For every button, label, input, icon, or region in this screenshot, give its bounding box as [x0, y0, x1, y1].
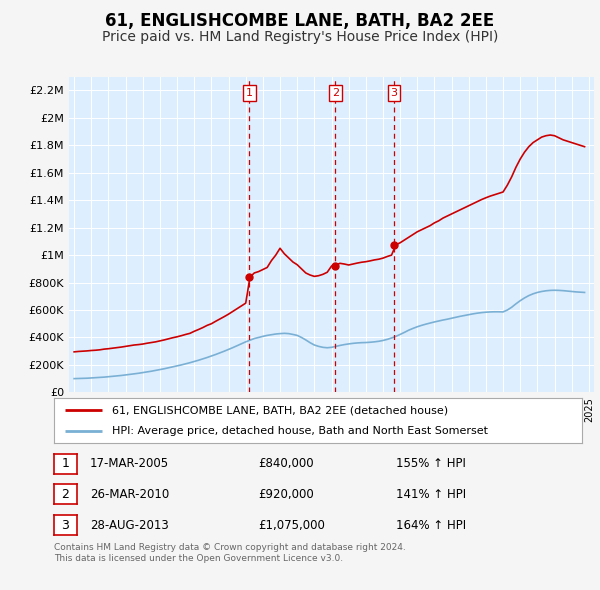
Text: 164% ↑ HPI: 164% ↑ HPI	[396, 519, 466, 532]
Text: £920,000: £920,000	[258, 488, 314, 501]
Text: 2: 2	[61, 488, 70, 501]
Text: 61, ENGLISHCOMBE LANE, BATH, BA2 2EE (detached house): 61, ENGLISHCOMBE LANE, BATH, BA2 2EE (de…	[112, 405, 448, 415]
Text: 17-MAR-2005: 17-MAR-2005	[90, 457, 169, 470]
Text: 1: 1	[246, 88, 253, 98]
Text: £1,075,000: £1,075,000	[258, 519, 325, 532]
Text: £840,000: £840,000	[258, 457, 314, 470]
Text: 61, ENGLISHCOMBE LANE, BATH, BA2 2EE: 61, ENGLISHCOMBE LANE, BATH, BA2 2EE	[106, 12, 494, 30]
Text: 26-MAR-2010: 26-MAR-2010	[90, 488, 169, 501]
Text: Contains HM Land Registry data © Crown copyright and database right 2024.
This d: Contains HM Land Registry data © Crown c…	[54, 543, 406, 563]
Text: HPI: Average price, detached house, Bath and North East Somerset: HPI: Average price, detached house, Bath…	[112, 425, 488, 435]
Text: 28-AUG-2013: 28-AUG-2013	[90, 519, 169, 532]
Text: 141% ↑ HPI: 141% ↑ HPI	[396, 488, 466, 501]
Text: 155% ↑ HPI: 155% ↑ HPI	[396, 457, 466, 470]
Text: 1: 1	[61, 457, 70, 470]
Text: 2: 2	[332, 88, 339, 98]
Text: 3: 3	[61, 519, 70, 532]
Text: Price paid vs. HM Land Registry's House Price Index (HPI): Price paid vs. HM Land Registry's House …	[102, 30, 498, 44]
Text: 3: 3	[391, 88, 398, 98]
